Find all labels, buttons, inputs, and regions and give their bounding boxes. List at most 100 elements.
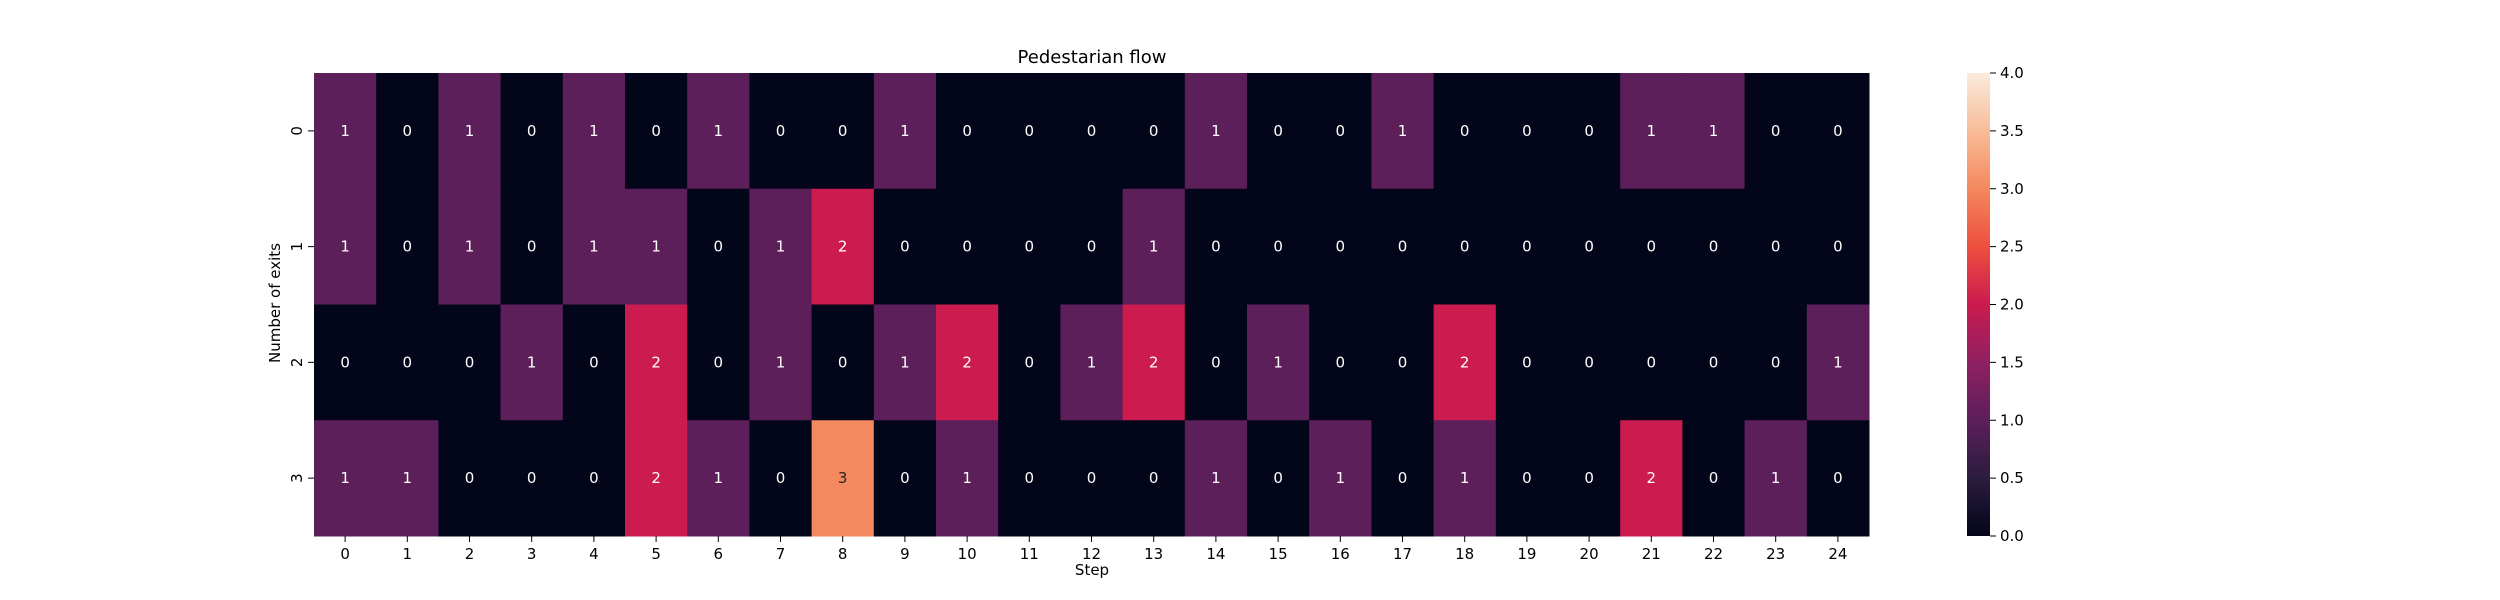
colorbar-tick-label: 2.5 [2000,238,2024,256]
heatmap-cell [687,304,750,421]
colorbar-ticks: 0.0 0.5 1.0 1.5 2.0 2.5 3.0 3.5 4.0 [1990,64,2024,545]
heatmap-cell-value: 0 [714,353,724,371]
heatmap-cell-value: 0 [1336,122,1346,140]
heatmap-cell-value: 2 [962,353,972,371]
heatmap-cell [562,73,626,190]
heatmap-cell [1682,188,1746,305]
heatmap-cell-value: 0 [527,469,537,487]
heatmap-cell-value: 0 [403,238,413,256]
heatmap-cell-value: 0 [1087,469,1097,487]
heatmap-cell-value: 0 [1522,238,1532,256]
heatmap-cell [1620,304,1683,421]
heatmap-cell-value: 0 [1149,122,1159,140]
heatmap-cell [1184,420,1248,537]
x-tick-label: 7 [776,545,786,563]
heatmap-cell-value: 1 [1398,122,1408,140]
x-tick-label: 14 [1206,545,1225,563]
heatmap-cell [811,73,875,190]
heatmap-cell-value: 0 [900,469,910,487]
heatmap-cell-value: 1 [340,122,350,140]
heatmap-cell [376,73,439,190]
heatmap-cell [1558,304,1621,421]
heatmap-cell-value: 0 [900,238,910,256]
heatmap-cell [1371,304,1435,421]
chart-title: Pedestarian flow [1018,47,1167,68]
heatmap-cell-value: 0 [1584,122,1594,140]
heatmap-cell [1558,420,1621,537]
heatmap-cell [314,188,377,305]
heatmap-cell [1682,304,1746,421]
heatmap-cell [1247,188,1310,305]
heatmap-cell [500,420,564,537]
heatmap-cell-value: 1 [403,469,413,487]
heatmap-cell [1682,420,1746,537]
y-tick-label: 2 [288,358,306,368]
heatmap-cell-value: 0 [1025,469,1035,487]
heatmap-cell [1620,188,1683,305]
heatmap-cell [936,73,999,190]
heatmap-cell-value: 0 [1460,122,1470,140]
y-tick-label: 3 [288,473,306,483]
heatmap-cell [687,73,750,190]
heatmap-cell [1122,73,1186,190]
heatmap-cell-value: 0 [1833,469,1843,487]
heatmap-cell [687,420,750,537]
heatmap-cell [811,420,875,537]
heatmap-cell-value: 1 [1273,353,1283,371]
heatmap-cell-value: 1 [1211,469,1221,487]
heatmap-cell-value: 0 [403,353,413,371]
heatmap-cell-value: 0 [527,122,537,140]
heatmap-cell [998,304,1061,421]
x-tick-label: 8 [838,545,848,563]
heatmap-cell-value: 0 [1149,469,1159,487]
heatmap-cell-value: 0 [651,122,661,140]
colorbar-tick-label: 0.0 [2000,527,2024,545]
heatmap-cell [562,420,626,537]
y-tick-label: 0 [288,126,306,136]
heatmap-cell [376,304,439,421]
heatmap-cell-value: 1 [900,353,910,371]
x-tick-label: 2 [465,545,475,563]
heatmap-cell [314,304,377,421]
heatmap-cell-value: 0 [589,353,599,371]
heatmap-cell-value: 1 [1336,469,1346,487]
x-tick-label: 23 [1766,545,1785,563]
heatmap-cell-value: 1 [340,469,350,487]
heatmap-cell [998,73,1061,190]
heatmap-cell [1122,188,1186,305]
heatmap-cell [1371,188,1435,305]
heatmap-cell-value: 1 [1087,353,1097,371]
heatmap-cells [314,73,1870,537]
heatmap-cell-value: 0 [465,469,475,487]
heatmap-cell [500,304,564,421]
heatmap-cell [438,420,502,537]
heatmap-cell [625,73,688,190]
heatmap-cell [1309,73,1372,190]
x-tick-label: 18 [1455,545,1474,563]
heatmap-cell [1309,188,1372,305]
heatmap-cell [1371,73,1435,190]
heatmap-cell [1558,188,1621,305]
heatmap-cell [376,188,439,305]
heatmap-cell [1682,73,1746,190]
heatmap-cell-value: 2 [651,353,661,371]
heatmap-cell-value: 0 [1273,122,1283,140]
heatmap-cell-value: 0 [1025,353,1035,371]
x-tick-label: 5 [651,545,661,563]
heatmap-cell-value: 1 [776,238,786,256]
y-tick-label: 1 [288,242,306,252]
heatmap-cell-value: 0 [838,353,848,371]
heatmap-cell [873,304,937,421]
heatmap-cell-value: 0 [1584,469,1594,487]
heatmap-cell-value: 0 [1398,469,1408,487]
y-axis-label: Number of exits [266,243,284,363]
heatmap-cell [936,304,999,421]
heatmap-cell [314,420,377,537]
heatmap-cell-value: 0 [1709,238,1719,256]
heatmap-cell-value: 0 [1771,353,1781,371]
heatmap-cell [1558,73,1621,190]
heatmap-cell-value: 0 [1647,238,1657,256]
x-tick-label: 1 [403,545,413,563]
heatmap-cell [936,420,999,537]
heatmap-cell [500,73,564,190]
